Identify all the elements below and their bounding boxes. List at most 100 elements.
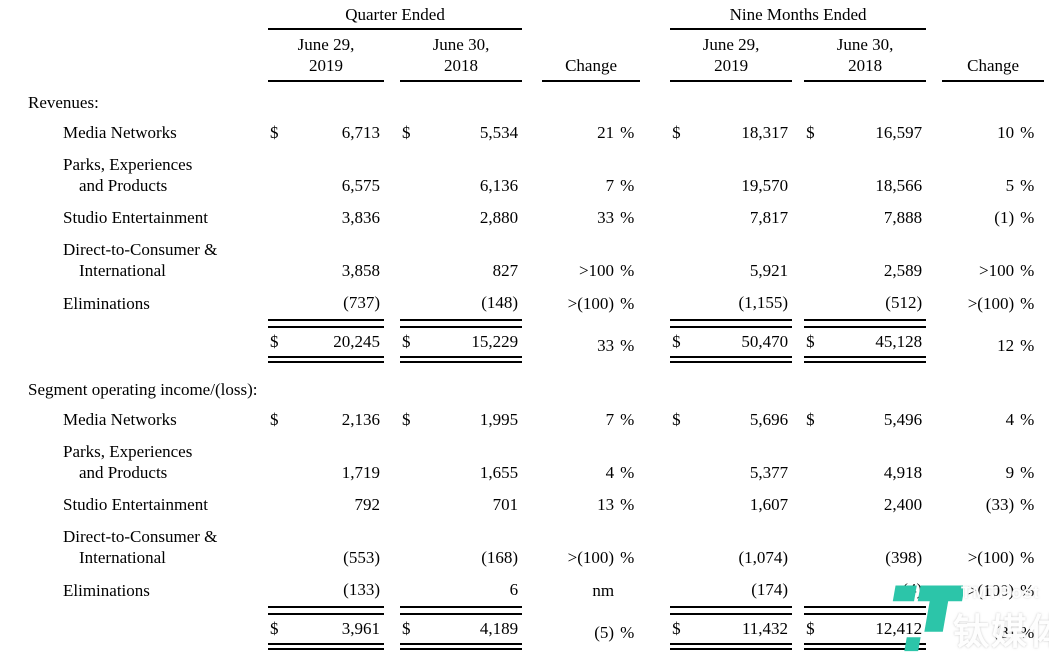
value-q-2019: (553) [343, 548, 380, 567]
percent-sign: % [1020, 294, 1035, 313]
table-row-studio: Studio Entertainment 792 701 13 % 1,607 … [6, 489, 1044, 521]
nine-months-ended-group-header: Nine Months Ended [670, 2, 927, 30]
value-nine-2019: 19,570 [741, 176, 789, 195]
percent-sign: % [1020, 123, 1035, 142]
currency-symbol [268, 436, 296, 489]
currency-symbol [804, 234, 832, 287]
change-nine: 5 [1005, 176, 1015, 195]
value-q-2018: 5,534 [479, 123, 519, 142]
currency-symbol: $ [268, 613, 296, 650]
percent-sign: % [620, 294, 635, 313]
value-nine-2018: (4) [832, 574, 927, 608]
currency-symbol [670, 202, 698, 234]
currency-symbol: $ [402, 123, 411, 142]
change-nine: (1) [994, 208, 1015, 227]
change-nine: >(100) [967, 294, 1015, 313]
currency-symbol [400, 287, 428, 321]
column-header-nine-2018: June 30, 2018 [804, 29, 927, 82]
table-row-media-networks: Media Networks $ 2,136 $ 1,995 7 % $ 5,6… [6, 404, 1044, 436]
value-q-2019: 3,858 [341, 261, 380, 280]
table-row-revenues-total: $ 20,245 $ 15,229 33 % $ 50,470 $ 45,128… [6, 326, 1044, 363]
currency-symbol [670, 489, 698, 521]
total-nine-2018: 45,128 [832, 326, 927, 363]
currency-symbol [268, 234, 296, 287]
value-q-2018: 701 [492, 495, 519, 514]
currency-symbol [268, 287, 296, 321]
currency-symbol: $ [402, 410, 411, 429]
total-nine-2019: 50,470 [698, 326, 793, 363]
column-header-q-2018: June 30, 2018 [400, 29, 523, 82]
quarter-ended-group-header: Quarter Ended [268, 2, 523, 30]
currency-symbol [400, 489, 428, 521]
currency-symbol: $ [806, 410, 815, 429]
percent-sign: % [620, 622, 635, 642]
section-heading-revenues: Revenues: [28, 93, 99, 112]
total-q-2018: 15,229 [428, 326, 523, 363]
table-row-studio: Studio Entertainment 3,836 2,880 33 % 7,… [6, 202, 1044, 234]
percent-sign: % [1020, 335, 1035, 355]
change-quarter: 7 [605, 410, 615, 429]
change-nine: >(100) [967, 548, 1015, 567]
percent-sign: % [620, 123, 635, 142]
row-label: Studio Entertainment [63, 495, 208, 514]
currency-symbol: $ [270, 123, 279, 142]
change-quarter: 4 [605, 463, 615, 482]
table-row-operating-income-total: $ 3,961 $ 4,189 (5) % $ 11,432 $ 12,412 … [6, 613, 1044, 650]
change-nine: >(100) [967, 581, 1015, 600]
currency-symbol [400, 521, 428, 574]
currency-symbol [670, 574, 699, 608]
table-row-media-networks: Media Networks $ 6,713 $ 5,534 21 % $ 18… [6, 117, 1044, 149]
currency-symbol [670, 521, 698, 574]
segment-results-table: Quarter Ended Nine Months Ended June 29,… [6, 2, 1045, 650]
currency-symbol [670, 436, 698, 489]
value-q-2019: (737) [296, 287, 384, 321]
currency-symbol: $ [400, 326, 428, 363]
value-q-2018: (168) [481, 548, 519, 567]
change-nine: (33) [985, 495, 1015, 514]
currency-symbol: $ [806, 123, 815, 142]
currency-symbol: $ [270, 410, 279, 429]
percent-sign: % [620, 410, 635, 429]
percent-sign: % [1020, 261, 1035, 280]
change-quarter: 33 [597, 335, 615, 355]
percent-sign: % [620, 176, 635, 195]
table-group-header-row: Quarter Ended Nine Months Ended [6, 2, 1044, 30]
value-q-2018: 1,995 [479, 410, 519, 429]
change-quarter: >(100) [567, 548, 615, 567]
value-nine-2018: (398) [885, 548, 923, 567]
total-q-2018: 4,189 [428, 613, 523, 650]
value-nine-2019: (1,074) [738, 548, 789, 567]
value-nine-2018: 5,496 [883, 410, 923, 429]
currency-symbol [804, 574, 833, 608]
value-nine-2019: (174) [698, 574, 793, 608]
value-q-2018: (148) [428, 287, 523, 321]
currency-symbol: $ [670, 326, 699, 363]
total-q-2019: 3,961 [296, 613, 384, 650]
value-q-2019: 3,836 [341, 208, 380, 227]
change-quarter: nm [592, 581, 615, 600]
row-label: Parks, Experiences and Products [63, 442, 193, 482]
total-q-2019: 20,245 [296, 326, 384, 363]
total-nine-2018: 12,412 [832, 613, 927, 650]
change-nine: (8) [994, 622, 1015, 642]
value-q-2019: 792 [354, 495, 381, 514]
change-nine: 4 [1005, 410, 1015, 429]
value-nine-2018: 2,589 [883, 261, 923, 280]
change-quarter: (5) [594, 622, 615, 642]
row-label: Eliminations [63, 581, 150, 600]
currency-symbol: $ [672, 123, 681, 142]
column-header-q-2019: June 29, 2019 [268, 29, 384, 82]
change-quarter: 21 [597, 123, 615, 142]
currency-symbol [804, 287, 833, 321]
value-nine-2019: 5,696 [749, 410, 789, 429]
currency-symbol: $ [268, 326, 296, 363]
percent-sign: % [620, 261, 635, 280]
currency-symbol [804, 521, 832, 574]
percent-sign: % [620, 463, 635, 482]
change-nine: 10 [997, 123, 1015, 142]
percent-sign: % [1020, 463, 1035, 482]
table-row-eliminations: Eliminations (737) (148) >(100) % (1,155… [6, 287, 1044, 321]
row-label: Direct-to-Consumer & International [63, 240, 218, 280]
value-nine-2018: 18,566 [875, 176, 923, 195]
currency-symbol [268, 489, 296, 521]
